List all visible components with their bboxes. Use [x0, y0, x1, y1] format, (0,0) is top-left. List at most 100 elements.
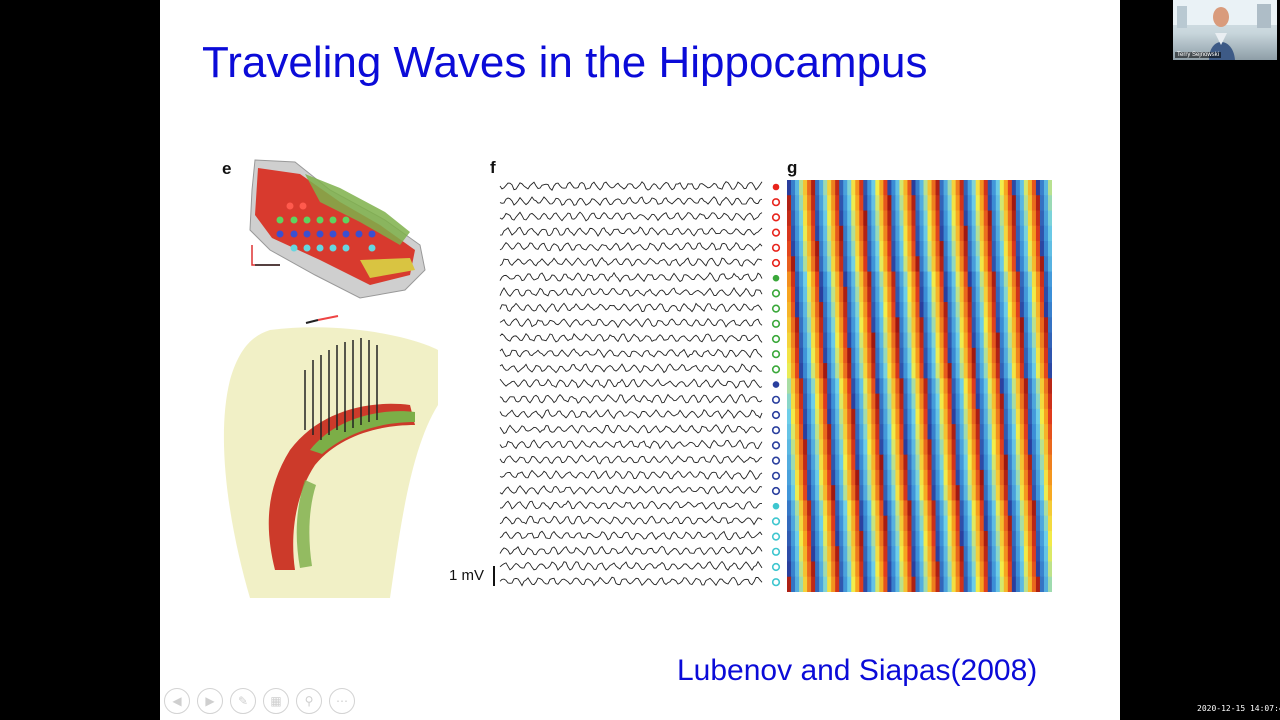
phase-cell [899, 469, 905, 486]
phase-cell [903, 286, 909, 303]
phase-cell [803, 225, 808, 242]
phase-cell [859, 225, 864, 242]
phase-cell [1027, 302, 1033, 318]
phase-cell [979, 225, 985, 242]
phase-cell [955, 485, 961, 502]
phase-cell [879, 347, 884, 364]
phase-cell [1019, 576, 1025, 592]
phase-cell [939, 302, 945, 318]
phase-cell [879, 439, 884, 456]
phase-cell [863, 393, 868, 410]
phase-cell [831, 439, 836, 456]
slides-grid-icon[interactable]: ▦ [263, 688, 289, 714]
phase-cell [875, 439, 880, 456]
phase-cell [991, 515, 997, 532]
phase-cell [923, 515, 929, 532]
phase-cell [991, 500, 997, 517]
phase-cell [815, 302, 820, 318]
phase-cell [955, 256, 961, 273]
phase-cell [819, 363, 824, 379]
phase-cell [1011, 271, 1017, 288]
phase-cell [835, 271, 840, 288]
phase-cell [1043, 332, 1049, 349]
phase-cell [823, 439, 828, 456]
phase-cell [943, 332, 949, 349]
phase-cell [815, 332, 820, 349]
phase-cell [875, 530, 880, 547]
pen-icon[interactable]: ✎ [230, 688, 256, 714]
phase-cell [855, 393, 860, 410]
phase-cell [1035, 241, 1041, 257]
phase-cell [1023, 302, 1029, 318]
phase-cell [819, 271, 824, 288]
phase-cell [1035, 546, 1041, 563]
phase-cell [963, 271, 969, 288]
phase-cell [959, 363, 965, 379]
phase-cell [883, 286, 888, 303]
phase-cell [875, 469, 880, 486]
phase-cell [799, 256, 804, 273]
phase-cell [803, 500, 808, 517]
phase-cell [911, 530, 917, 547]
phase-cell [903, 561, 909, 578]
phase-cell [1007, 546, 1013, 563]
phase-cell [843, 180, 848, 196]
phase-cell [983, 576, 989, 592]
phase-cell [839, 286, 844, 303]
participant-video[interactable]: Terry Sejnowski [1173, 0, 1277, 60]
phase-cell [835, 469, 840, 486]
phase-cell [943, 469, 949, 486]
phase-cell [963, 515, 969, 532]
phase-cell [787, 271, 792, 288]
phase-cell [1031, 210, 1037, 227]
zoom-icon[interactable]: ⚲ [296, 688, 322, 714]
phase-cell [887, 210, 892, 227]
more-icon[interactable]: ⋯ [329, 688, 355, 714]
phase-cell [883, 393, 888, 410]
phase-cell [819, 439, 824, 456]
phase-cell [1007, 256, 1013, 273]
phase-cell [799, 271, 804, 288]
phase-cell [875, 256, 880, 273]
phase-cell [915, 225, 921, 242]
phase-cell [923, 180, 929, 196]
phase-cell [1039, 530, 1045, 547]
phase-cell [915, 408, 921, 425]
phase-cell [847, 439, 852, 456]
phase-cell [1031, 271, 1037, 288]
phase-cell [931, 546, 937, 563]
phase-cell [859, 439, 864, 456]
phase-cell [791, 576, 796, 592]
phase-cell [915, 546, 921, 563]
back-icon[interactable]: ◀ [164, 688, 190, 714]
phase-cell [931, 515, 937, 532]
phase-cell [927, 286, 933, 303]
phase-cell [1031, 515, 1037, 532]
phase-cell [855, 225, 860, 242]
phase-cell [831, 424, 836, 441]
phase-cell [831, 546, 836, 563]
phase-cell [875, 317, 880, 334]
phase-cell [839, 500, 844, 517]
phase-cell [907, 393, 913, 410]
phase-cell [903, 241, 909, 257]
phase-cell [999, 454, 1005, 471]
phase-cell [1043, 256, 1049, 273]
phase-cell [943, 546, 949, 563]
phase-cell [915, 180, 921, 196]
phase-cell [879, 576, 884, 592]
phase-cell [979, 180, 985, 196]
phase-cell [883, 210, 888, 227]
phase-cell [859, 546, 864, 563]
phase-cell [947, 256, 953, 273]
phase-cell [815, 515, 820, 532]
phase-cell [847, 195, 852, 212]
phase-cell [879, 561, 884, 578]
forward-icon[interactable]: ▶ [197, 688, 223, 714]
phase-cell [979, 363, 985, 379]
phase-cell [899, 256, 905, 273]
phase-cell [823, 546, 828, 563]
phase-cell [899, 530, 905, 547]
participant-name: Terry Sejnowski [1175, 52, 1222, 58]
phase-cell [1035, 363, 1041, 379]
